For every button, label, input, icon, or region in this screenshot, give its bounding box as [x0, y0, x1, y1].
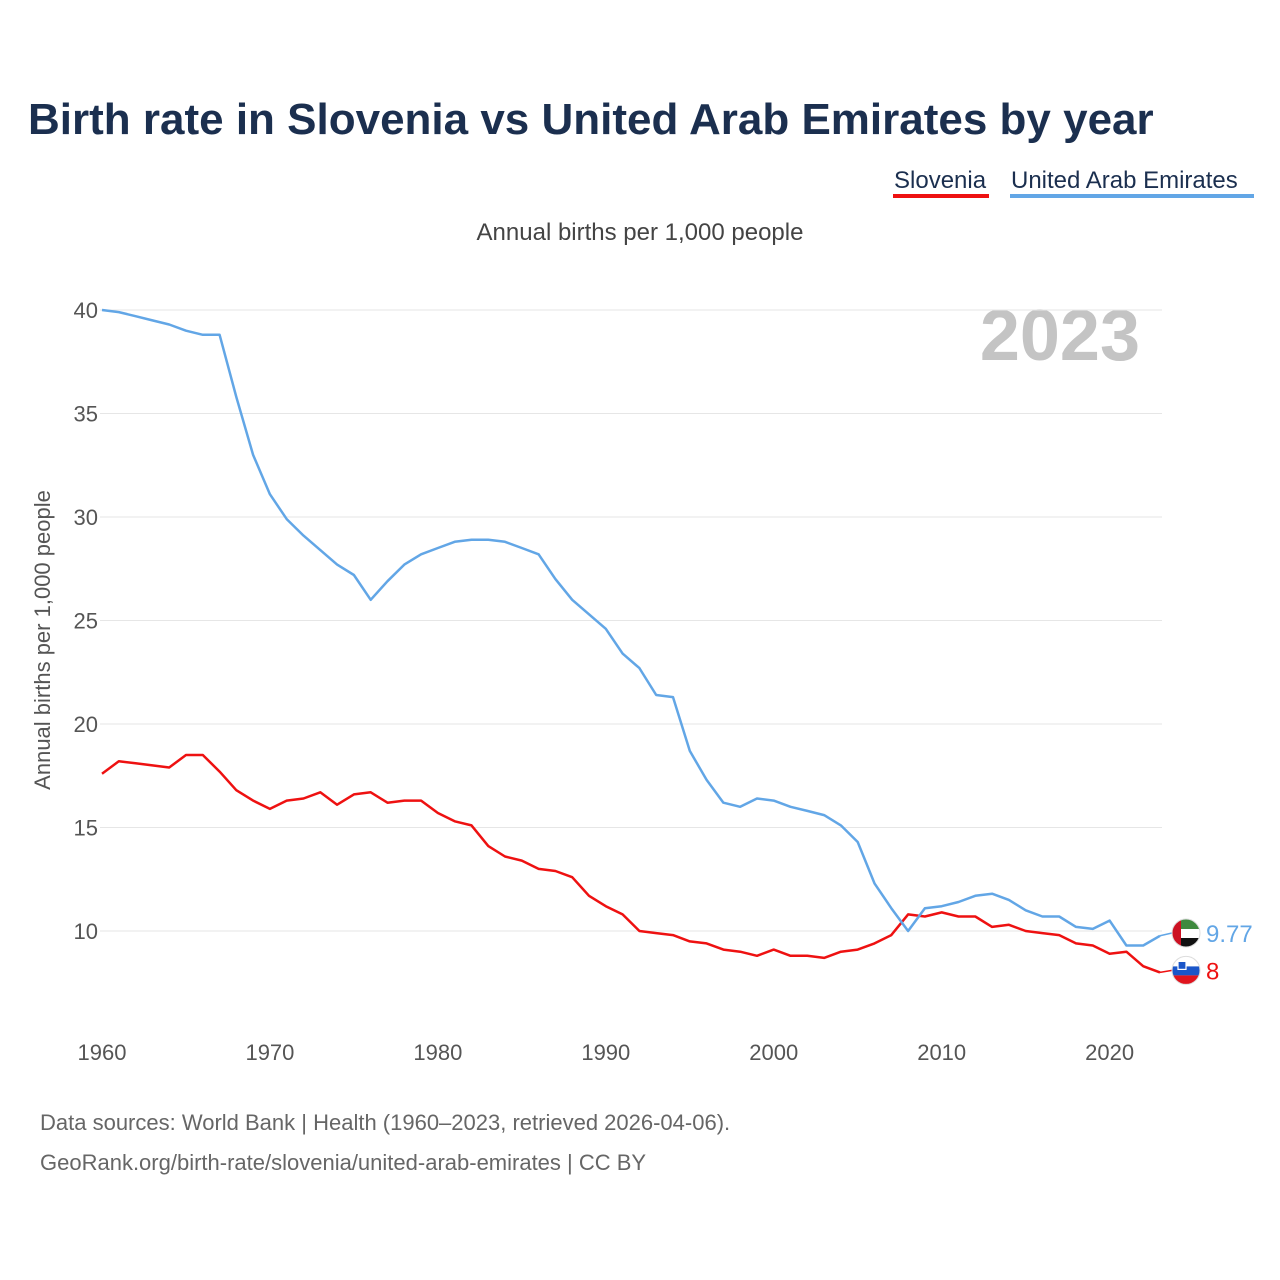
- series-line-slovenia[interactable]: [101, 753, 1161, 974]
- series-lines: [101, 308, 1161, 974]
- end-label-slovenia: 8: [1206, 958, 1219, 985]
- end-connector-slovenia: [1159, 969, 1173, 974]
- x-axis-ticks: 1960 1970 1980 1990 2000 2010 2020: [78, 1040, 1135, 1065]
- series-line-united-arab-emirates[interactable]: [101, 308, 1161, 947]
- source-line-1: Data sources: World Bank | Health (1960–…: [40, 1110, 730, 1135]
- legend-swatch-uae: [1010, 194, 1254, 198]
- legend-item-uae[interactable]: United Arab Emirates: [1010, 167, 1254, 198]
- y-axis-label: Annual births per 1,000 people: [30, 490, 55, 790]
- y-tick-35: 35: [74, 402, 98, 427]
- y-tick-20: 20: [74, 712, 98, 737]
- end-label-united-arab-emirates: 9.77: [1206, 921, 1253, 948]
- legend: Slovenia United Arab Emirates: [893, 167, 1254, 198]
- y-tick-30: 30: [74, 505, 98, 530]
- x-tick-1990: 1990: [581, 1040, 630, 1065]
- chart-subtitle: Annual births per 1,000 people: [477, 219, 804, 246]
- source-url[interactable]: GeoRank.org/birth-rate/slovenia/united-a…: [40, 1150, 646, 1175]
- x-tick-1980: 1980: [413, 1040, 462, 1065]
- gridlines: [100, 309, 1162, 932]
- y-tick-25: 25: [74, 609, 98, 634]
- x-tick-2020: 2020: [1085, 1040, 1134, 1065]
- legend-swatch-slovenia: [893, 194, 989, 198]
- year-watermark: 2023: [980, 296, 1140, 376]
- y-tick-15: 15: [74, 816, 98, 841]
- uae-flag-icon: [1171, 918, 1201, 948]
- x-tick-1960: 1960: [78, 1040, 127, 1065]
- x-tick-2000: 2000: [749, 1040, 798, 1065]
- end-connector-united-arab-emirates: [1159, 932, 1173, 937]
- x-tick-2010: 2010: [917, 1040, 966, 1065]
- legend-label-uae: United Arab Emirates: [1011, 167, 1238, 194]
- chart-title: Birth rate in Slovenia vs United Arab Em…: [28, 95, 1154, 144]
- y-tick-40: 40: [74, 298, 98, 323]
- slovenia-flag-icon: [1171, 955, 1201, 985]
- legend-label-slovenia: Slovenia: [894, 167, 987, 194]
- end-markers: 89.77: [1159, 918, 1253, 985]
- y-axis-ticks: 10 15 20 25 30 35 40: [74, 298, 98, 944]
- legend-item-slovenia[interactable]: Slovenia: [893, 167, 989, 198]
- x-tick-1970: 1970: [245, 1040, 294, 1065]
- y-tick-10: 10: [74, 919, 98, 944]
